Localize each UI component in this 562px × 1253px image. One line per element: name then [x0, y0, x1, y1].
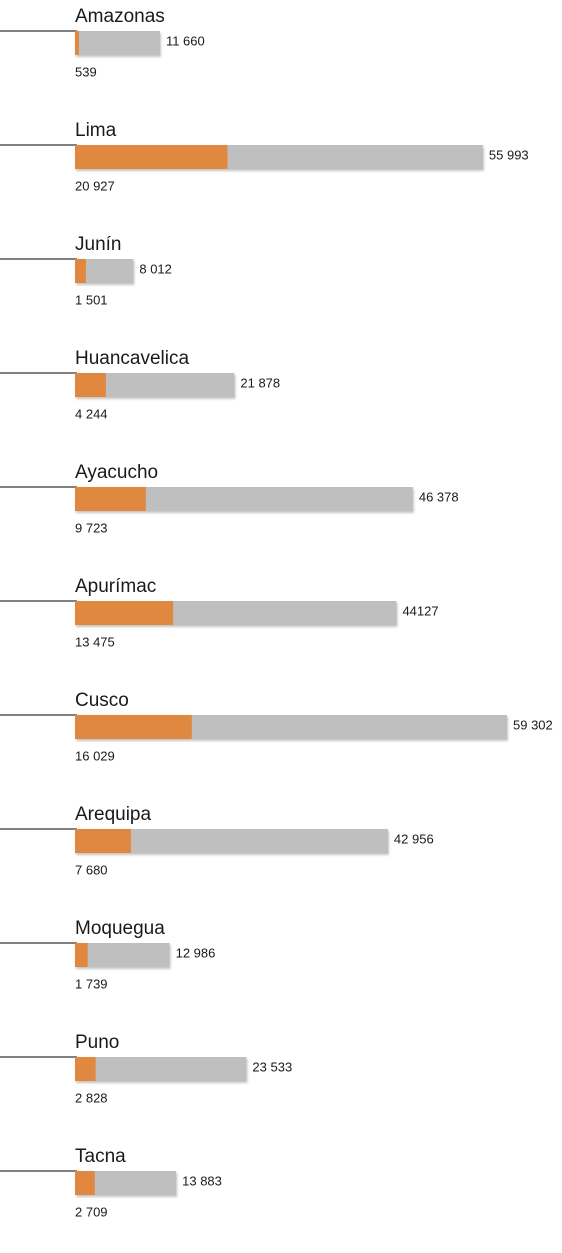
category-label: Huancavelica [75, 348, 189, 369]
part-label: 13 475 [75, 634, 115, 649]
total-label: 8 012 [139, 261, 172, 276]
category-label: Arequipa [75, 804, 151, 825]
total-label: 55 993 [489, 147, 529, 162]
category-label: Puno [75, 1032, 119, 1053]
total-label: 44127 [402, 603, 438, 618]
bar [75, 1057, 247, 1081]
bar [75, 259, 86, 283]
part-label: 16 029 [75, 748, 115, 763]
category-label: Moquegua [75, 918, 165, 939]
bar [75, 31, 160, 55]
bar [75, 943, 88, 967]
part-label: 2 709 [75, 1204, 108, 1219]
category-label: Cusco [75, 690, 129, 711]
bar [75, 373, 106, 397]
category-label: Lima [75, 120, 117, 141]
part-label: 7 680 [75, 862, 108, 877]
part-label: 539 [75, 64, 97, 79]
part-label: 4 244 [75, 406, 108, 421]
part-label: 2 828 [75, 1090, 108, 1105]
part-label: 1 739 [75, 976, 108, 991]
category-label: Apurímac [75, 576, 156, 597]
total-label: 21 878 [240, 375, 280, 390]
bar [75, 31, 79, 55]
part-label: 20 927 [75, 178, 115, 193]
total-label: 46 378 [419, 489, 459, 504]
total-label: 11 660 [166, 33, 205, 48]
bar [75, 715, 192, 739]
bar [75, 943, 170, 967]
bar [75, 601, 174, 625]
total-label: 13 883 [182, 1173, 222, 1188]
bar [75, 1171, 95, 1195]
total-label: 12 986 [176, 945, 216, 960]
total-label: 42 956 [394, 831, 434, 846]
category-label: Junín [75, 234, 121, 255]
bar [75, 829, 131, 853]
part-label: 9 723 [75, 520, 108, 535]
bar [75, 487, 146, 511]
bar [75, 145, 228, 169]
category-label: Tacna [75, 1146, 126, 1167]
bar [75, 1057, 96, 1081]
total-label: 23 533 [252, 1059, 292, 1074]
total-label: 59 302 [513, 717, 553, 732]
category-label: Amazonas [75, 6, 165, 27]
part-label: 1 501 [75, 292, 108, 307]
category-label: Ayacucho [75, 462, 158, 483]
